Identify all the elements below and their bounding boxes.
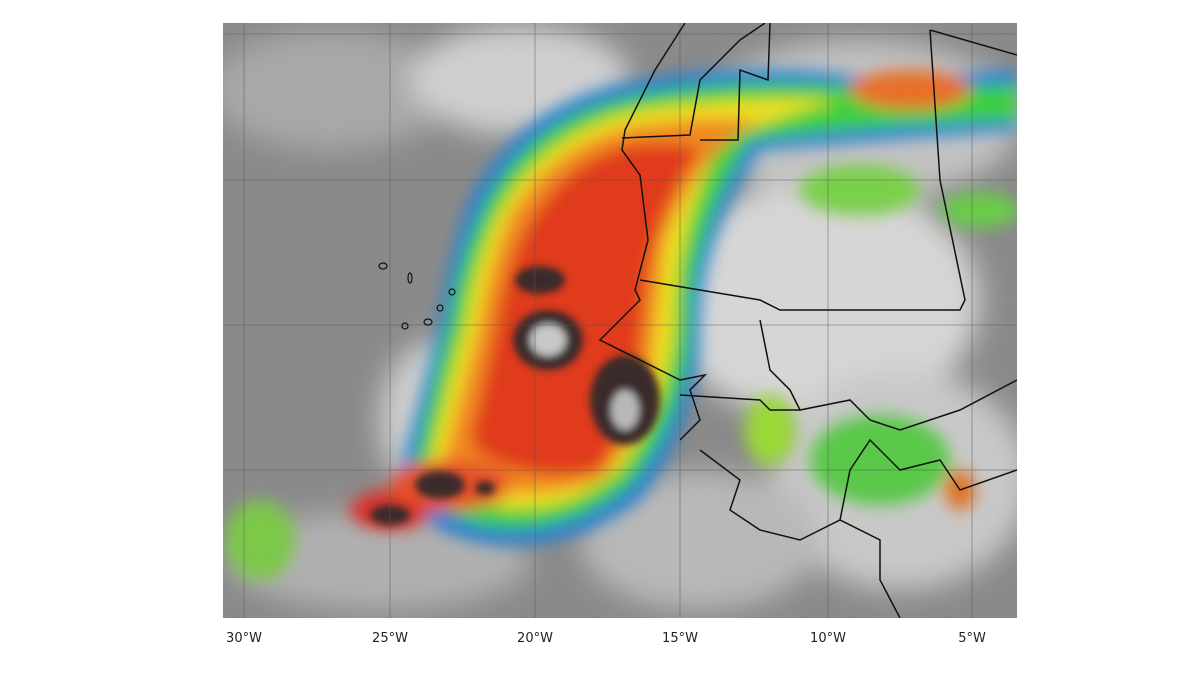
longitude-label: 10°W xyxy=(810,631,846,646)
longitude-label: 5°W xyxy=(958,631,986,646)
graticule xyxy=(223,23,1017,618)
longitude-labels: 30°W 25°W 20°W 15°W 10°W 5°W xyxy=(226,631,986,646)
islands xyxy=(378,262,456,330)
imagery xyxy=(223,23,1017,618)
borders xyxy=(598,23,1017,618)
longitude-label: 25°W xyxy=(372,631,408,646)
longitude-label: 15°W xyxy=(662,631,698,646)
longitude-label: 30°W xyxy=(226,631,262,646)
longitude-label: 20°W xyxy=(517,631,553,646)
